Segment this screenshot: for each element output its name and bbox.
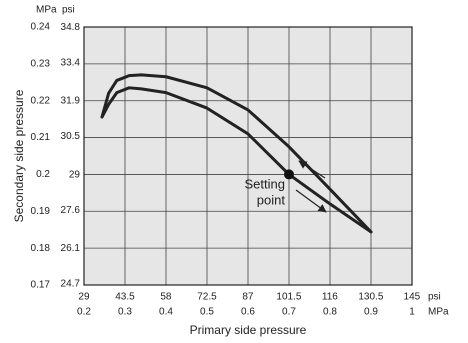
y2-tick-label: 30.5: [61, 131, 81, 142]
x2-tick-label: 72.5: [197, 292, 217, 303]
y2-tick-label: 24.7: [61, 279, 81, 290]
x2-tick-label: 43.5: [115, 292, 135, 303]
line: [100, 86, 373, 234]
y2-tick-label: 27.6: [61, 205, 81, 216]
y-axis-title: Secondary side pressure: [12, 89, 26, 222]
y2-tick-label: 34.8: [61, 22, 81, 33]
y-tick-label: 0.21: [31, 132, 51, 143]
x-unit: MPa: [428, 307, 449, 318]
x-tick-label: 0.2: [77, 307, 91, 318]
y2-unit: psi: [62, 5, 75, 16]
x-tick-label: 0.8: [323, 307, 337, 318]
x-tick-label: 0.5: [200, 307, 214, 318]
x2-unit: psi: [428, 292, 441, 303]
y-tick-label: 0.24: [31, 22, 51, 33]
x2-tick-label: 29: [78, 292, 90, 303]
y-tick-label: 0.18: [31, 243, 51, 254]
plot-border: [83, 26, 413, 286]
y-tick-label: 0.17: [31, 280, 51, 291]
y2-tick-label: 29: [69, 169, 81, 180]
x2-tick-label: 101.5: [276, 292, 301, 303]
x-tick-label: 0.4: [159, 307, 173, 318]
y-tick-label: 0.2: [36, 169, 50, 180]
y-unit: MPa: [36, 5, 57, 16]
x-tick-label: 0.7: [282, 307, 296, 318]
x-tick-label: 0.9: [364, 307, 378, 318]
x2-tick-label: 145: [404, 292, 421, 303]
y2-tick-label: 26.1: [61, 243, 81, 254]
x2-tick-label: 116: [322, 292, 338, 303]
annotation: point: [257, 192, 286, 207]
setting-point: [284, 169, 294, 180]
annotation: Setting: [245, 176, 285, 191]
x-tick-label: 0.3: [118, 307, 132, 318]
y2-tick-label: 31.9: [61, 96, 81, 107]
x2-tick-label: 130.5: [358, 292, 383, 303]
x-tick-label: 1: [409, 307, 415, 318]
y2-tick-label: 33.4: [61, 57, 81, 68]
x-axis-title: Primary side pressure: [190, 323, 307, 337]
arrow-up: [298, 160, 326, 179]
y-tick-label: 0.19: [31, 206, 51, 217]
y-tick-label: 0.23: [31, 58, 51, 69]
x2-tick-label: 58: [160, 292, 172, 303]
x2-tick-label: 87: [242, 292, 254, 303]
y-tick-label: 0.22: [31, 95, 51, 106]
x-tick-label: 0.6: [241, 307, 255, 318]
arrow-down: [295, 189, 327, 213]
